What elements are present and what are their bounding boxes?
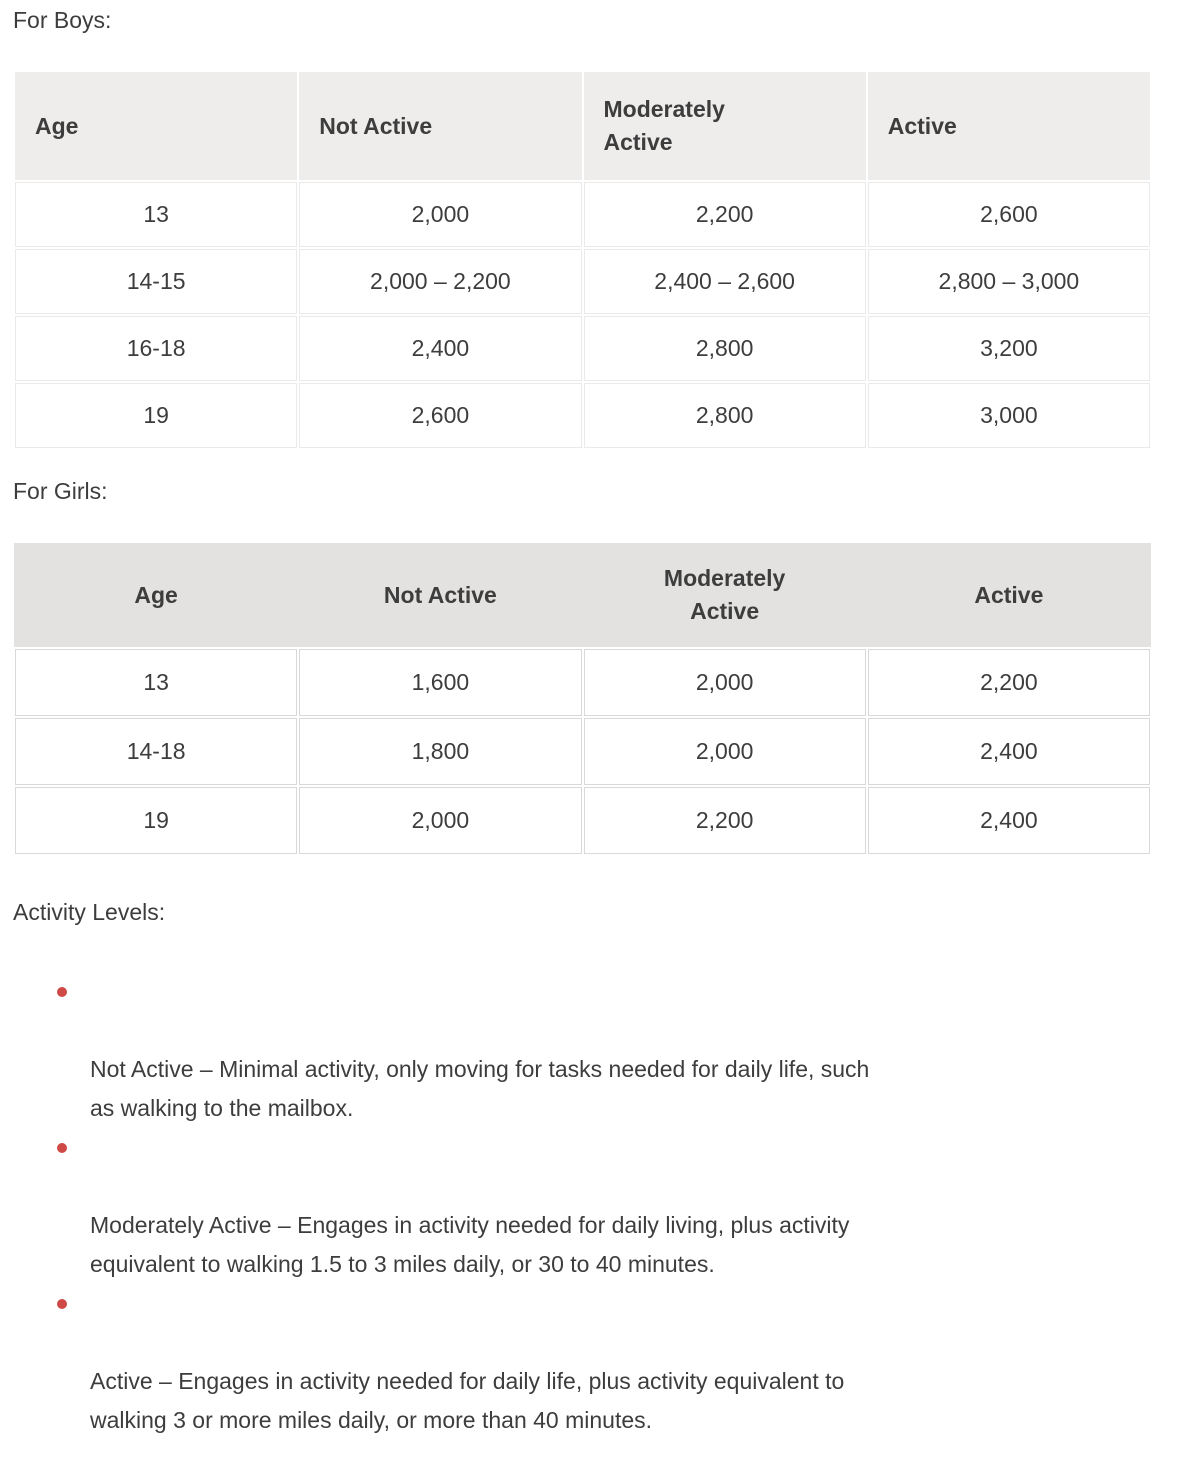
calorie-value-cell: 2,600 [865,179,1153,250]
table-row: 19 2,000 2,200 2,400 [12,785,1153,857]
age-cell: 16-18 [12,314,300,384]
calorie-value-cell: 3,000 [865,381,1153,451]
table-row: 13 2,000 2,200 2,600 [12,179,1153,250]
calorie-value-cell: 2,800 – 3,000 [865,247,1153,317]
calorie-value-cell: 3,200 [865,314,1153,384]
age-cell: 19 [12,381,300,451]
calorie-value-cell: 2,000 – 2,200 [297,247,584,317]
calorie-value-cell: 2,200 [865,647,1153,719]
calorie-value-cell: 1,800 [297,716,584,788]
age-cell: 14-15 [12,247,300,317]
list-item: Moderately Active – Engages in activity … [13,1128,1152,1284]
calorie-value-cell: 2,000 [297,785,584,857]
column-header-not-active: Not Active [298,543,583,650]
table-row: 13 1,600 2,000 2,200 [12,647,1153,719]
boys-section-heading: For Boys: [13,7,112,33]
bullet-icon [57,987,67,998]
girls-calorie-table: Age Not Active Moderately Active Active … [12,543,1153,857]
list-item-text: Moderately Active – Engages in activity … [90,1212,850,1278]
calorie-value-cell: 2,000 [297,179,584,250]
boys-table-header-row: Age Not Active Moderately Active Active [12,70,1153,182]
table-row: 14-15 2,000 – 2,200 2,400 – 2,600 2,800 … [12,247,1153,317]
calorie-value-cell: 2,200 [581,785,868,857]
list-item-text: Active – Engages in activity needed for … [90,1368,845,1434]
calorie-value-cell: 2,600 [297,381,584,451]
column-header-age: Age [12,70,300,182]
calorie-value-cell: 2,400 – 2,600 [581,247,868,317]
activity-levels-heading: Activity Levels: [13,899,166,926]
boys-calorie-table: Age Not Active Moderately Active Active … [12,70,1153,451]
table-row: 16-18 2,400 2,800 3,200 [12,314,1153,384]
calorie-value-cell: 2,400 [865,716,1153,788]
column-header-active: Active [866,543,1151,650]
calorie-value-cell: 2,000 [581,716,868,788]
age-cell: 14-18 [12,716,300,788]
table-row: 19 2,600 2,800 3,000 [12,381,1153,451]
table-row: 14-18 1,800 2,000 2,400 [12,716,1153,788]
girls-section-heading: For Girls: [13,478,108,505]
calorie-value-cell: 2,800 [581,314,868,384]
column-header-active: Active [865,70,1153,182]
age-cell: 13 [12,179,300,250]
activity-levels-list: Not Active – Minimal activity, only movi… [13,972,1152,1440]
calorie-value-cell: 2,400 [297,314,584,384]
column-header-moderately-active: Moderately Active [581,70,868,182]
list-item: Active – Engages in activity needed for … [13,1284,1152,1440]
bullet-icon [57,1143,67,1154]
bullet-icon [57,1299,67,1310]
column-header-not-active: Not Active [297,70,584,182]
calorie-value-cell: 2,000 [581,647,868,719]
calorie-value-cell: 2,200 [581,179,868,250]
girls-table-header-row: Age Not Active Moderately Active Active [14,543,1151,650]
column-header-age: Age [14,543,299,650]
calorie-value-cell: 2,800 [581,381,868,451]
age-cell: 13 [12,647,300,719]
column-header-moderately-active: Moderately Active [582,543,867,650]
calorie-value-cell: 2,400 [865,785,1153,857]
list-item: Not Active – Minimal activity, only movi… [13,972,1152,1128]
list-item-text: Not Active – Minimal activity, only movi… [90,1056,870,1122]
age-cell: 19 [12,785,300,857]
calorie-value-cell: 1,600 [297,647,584,719]
